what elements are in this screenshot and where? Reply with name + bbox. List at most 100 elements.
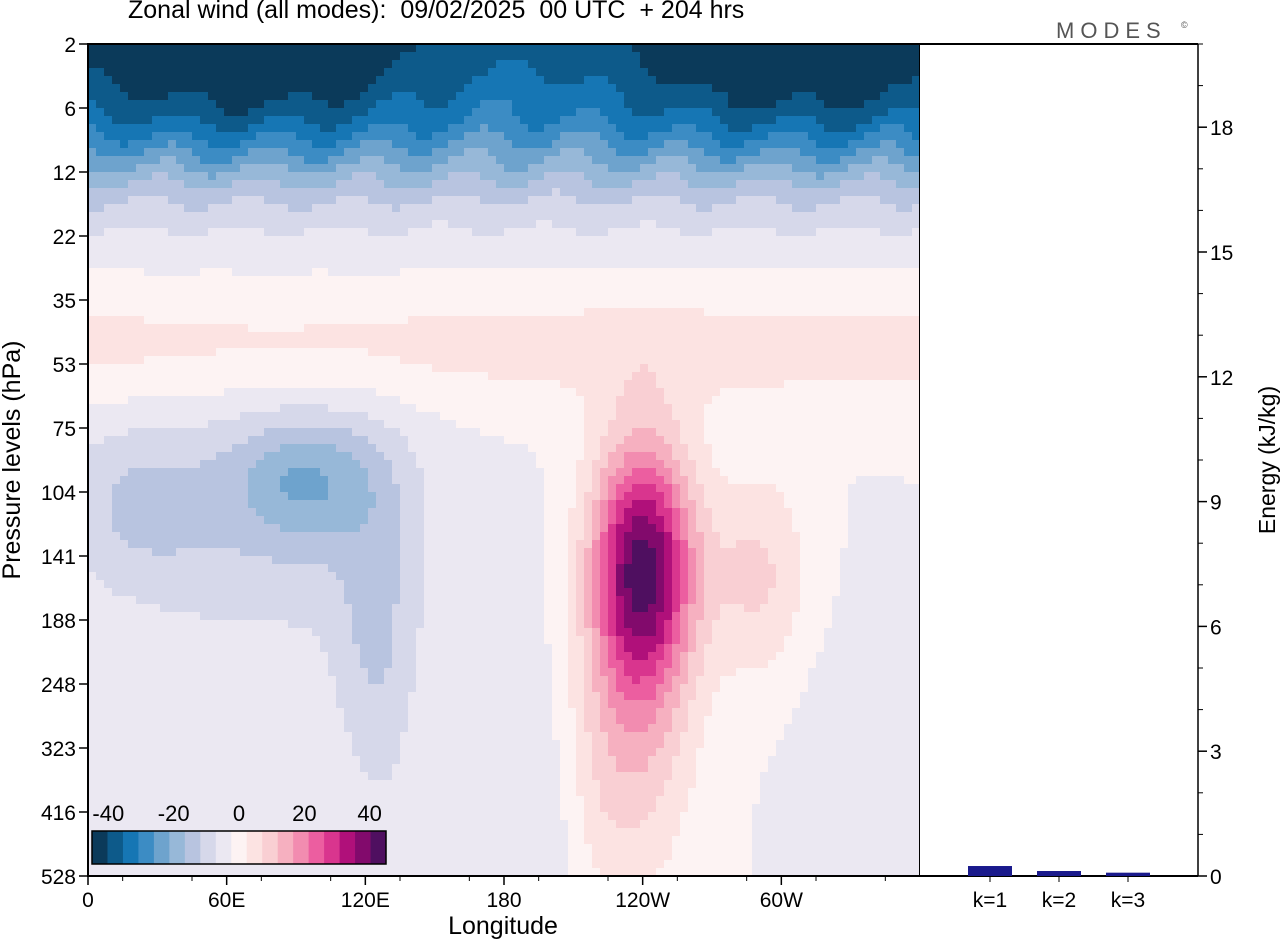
wind-cell [768,420,777,429]
wind-cell [688,316,697,325]
wind-cell [608,172,617,181]
wind-cell [120,260,129,269]
wind-cell [752,292,761,301]
wind-cell [200,324,209,333]
wind-cell [96,372,105,381]
wind-cell [328,292,337,301]
wind-cell [848,180,857,189]
wind-cell [736,140,745,149]
wind-cell [880,252,889,261]
wind-cell [856,100,865,109]
wind-cell [608,300,617,309]
wind-cell [776,252,785,261]
wind-cell [176,236,185,245]
wind-cell [816,244,825,253]
wind-cell [672,180,681,189]
wind-cell [584,212,593,221]
wind-cell [432,84,441,93]
wind-cell [96,316,105,325]
wind-cell [688,372,697,381]
wind-cell [392,340,401,349]
wind-cell [144,380,153,389]
wind-cell [328,148,337,157]
wind-cell [872,348,881,357]
wind-cell [496,412,505,421]
wind-cell [824,220,833,229]
wind-cell [872,164,881,173]
wind-cell [480,148,489,157]
wind-cell [856,44,865,53]
wind-cell [536,188,545,197]
wind-cell [120,356,129,365]
wind-cell [872,180,881,189]
wind-cell [416,404,425,413]
wind-cell [464,212,473,221]
wind-cell [256,364,265,373]
wind-cell [680,204,689,213]
wind-cell [552,268,561,277]
wind-cell [832,316,841,325]
wind-cell [424,284,433,293]
wind-cell [632,228,641,237]
wind-cell [864,44,873,53]
wind-cell [272,332,281,341]
wind-cell [280,116,289,125]
wind-cell [824,60,833,69]
wind-cell [632,252,641,261]
wind-cell [216,76,225,85]
wind-cell [568,228,577,237]
wind-cell [656,92,665,101]
wind-cell [336,404,345,413]
wind-cell [392,100,401,109]
wind-cell [96,412,105,421]
wind-cell [760,404,769,413]
wind-cell [264,124,273,133]
wind-cell [96,76,105,85]
wind-cell [264,308,273,317]
wind-cell [128,164,137,173]
wind-cell [256,52,265,61]
wind-cell [864,164,873,173]
wind-cell [392,356,401,365]
wind-cell [280,292,289,301]
wind-cell [800,396,809,405]
wind-cell [312,324,321,333]
wind-cell [328,348,337,357]
wind-cell [648,220,657,229]
wind-cell [776,60,785,69]
wind-cell [136,100,145,109]
wind-cell [504,212,513,221]
wind-cell [104,332,113,341]
wind-cell [888,148,897,157]
wind-cell [544,220,553,229]
wind-cell [192,260,201,269]
wind-cell [360,196,369,205]
wind-cell [272,396,281,405]
wind-cell [656,148,665,157]
wind-cell [544,420,553,429]
wind-cell [280,332,289,341]
wind-cell [456,412,465,421]
wind-cell [848,268,857,277]
wind-cell [664,276,673,285]
wind-cell [768,340,777,349]
wind-cell [648,396,657,405]
wind-cell [640,164,649,173]
wind-cell [912,172,920,181]
wind-cell [208,356,217,365]
wind-cell [464,164,473,173]
wind-cell [464,244,473,253]
wind-cell [152,228,161,237]
wind-cell [688,396,697,405]
wind-cell [328,324,337,333]
wind-cell [488,220,497,229]
wind-cell [240,284,249,293]
wind-cell [184,412,193,421]
wind-cell [304,420,313,429]
wind-cell [680,124,689,133]
wind-cell [576,284,585,293]
wind-cell [792,292,801,301]
wind-cell [560,76,569,85]
wind-cell [888,140,897,149]
wind-cell [912,340,920,349]
